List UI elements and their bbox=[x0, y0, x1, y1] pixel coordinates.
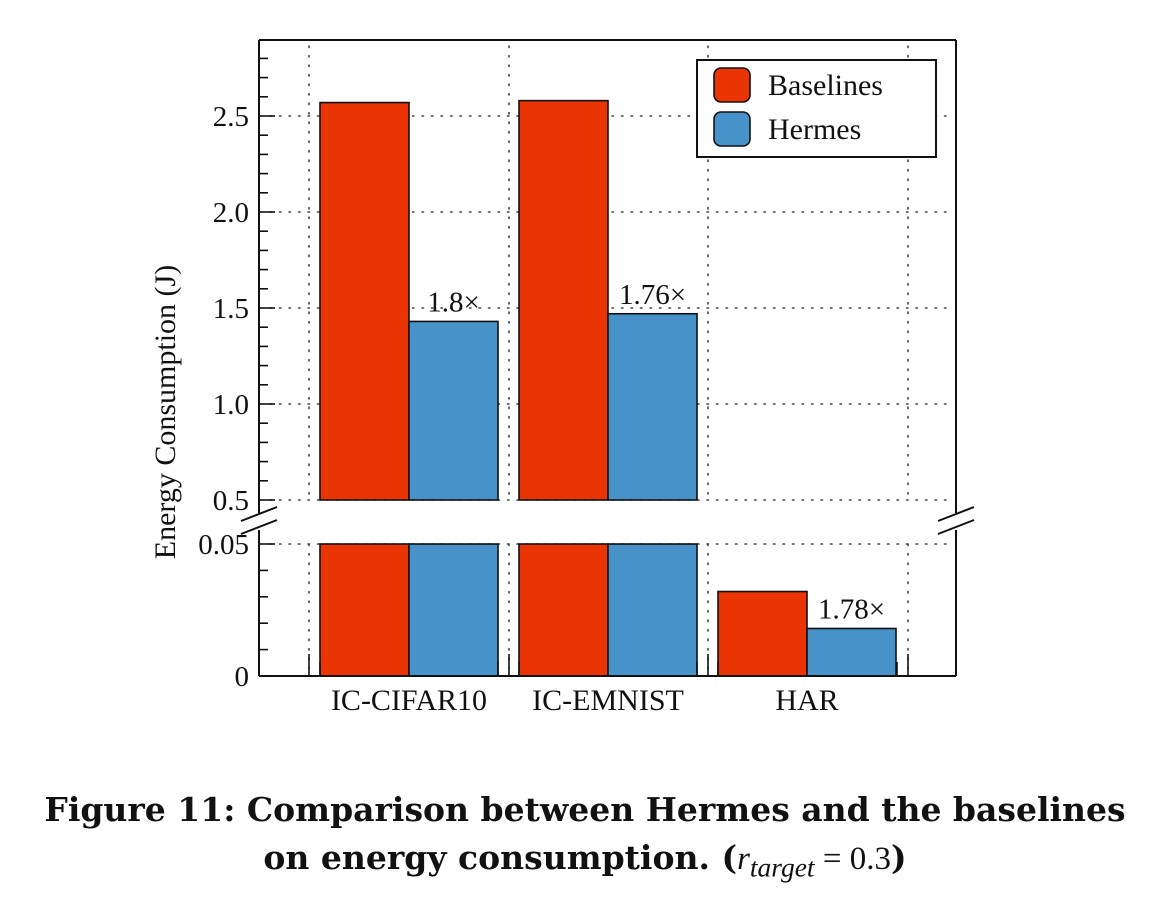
x-category-label: IC-EMNIST bbox=[532, 684, 684, 717]
caption-math-sub: target bbox=[749, 851, 815, 883]
axis-break-mark bbox=[937, 519, 975, 535]
axis-break-mark bbox=[240, 506, 278, 522]
legend-swatch-baselines bbox=[713, 67, 751, 103]
y-tick-label: 2.0 bbox=[213, 197, 249, 229]
x-category-label: IC-CIFAR10 bbox=[331, 684, 487, 717]
bar-baselines-lower bbox=[518, 543, 609, 677]
caption-math: rtarget = 0.3 bbox=[737, 841, 891, 883]
caption-line-1: Figure 11: Comparison between Hermes and… bbox=[44, 790, 1126, 829]
bar-baselines bbox=[717, 590, 808, 677]
bar-hermes-lower bbox=[408, 543, 499, 677]
caption-math-rest: = 0.3 bbox=[814, 841, 891, 877]
bar-baselines-upper bbox=[319, 101, 410, 501]
caption-line-2: on energy consumption. (rtarget = 0.3) bbox=[0, 834, 1170, 892]
y-axis-label: Energy Consumption (J) bbox=[149, 265, 182, 559]
speedup-annotation: 1.78× bbox=[818, 593, 885, 625]
bar-hermes-upper bbox=[408, 320, 499, 501]
y-tick-label: 0.5 bbox=[213, 485, 249, 517]
x-category-label: HAR bbox=[775, 684, 838, 717]
y-tick-label: 1.0 bbox=[213, 389, 249, 421]
legend-label-baselines: Baselines bbox=[768, 69, 883, 102]
bar-hermes-lower bbox=[607, 543, 698, 677]
legend-swatch-hermes bbox=[713, 111, 751, 147]
chart: 1.8× 1.76× 1.78× 0.5 1.0 1.5 2.0 2.5 0 0.05 IC-CIF… bbox=[149, 39, 975, 717]
y-tick-label: 1.5 bbox=[213, 293, 249, 325]
bar-baselines-lower bbox=[319, 543, 410, 677]
axis-break-mark bbox=[937, 506, 975, 522]
bar-hermes-upper bbox=[607, 312, 698, 501]
y-tick-label: 2.5 bbox=[213, 101, 249, 133]
caption-line-2-end: ) bbox=[890, 838, 907, 877]
speedup-annotation: 1.8× bbox=[427, 286, 480, 318]
y-tick-label: 0.05 bbox=[198, 529, 249, 561]
speedup-annotation: 1.76× bbox=[619, 279, 686, 311]
bar-baselines-upper bbox=[518, 99, 609, 501]
caption-line-2-text: on energy consumption. ( bbox=[263, 838, 738, 877]
figure-caption: Figure 11: Comparison between Hermes and… bbox=[0, 786, 1170, 892]
bar-hermes bbox=[806, 627, 897, 677]
caption-math-var: r bbox=[737, 841, 750, 877]
axis-break-mark bbox=[240, 519, 278, 535]
legend-label-hermes: Hermes bbox=[768, 113, 861, 146]
axis-break-gap bbox=[245, 501, 975, 543]
y-tick-label: 0 bbox=[235, 661, 250, 693]
